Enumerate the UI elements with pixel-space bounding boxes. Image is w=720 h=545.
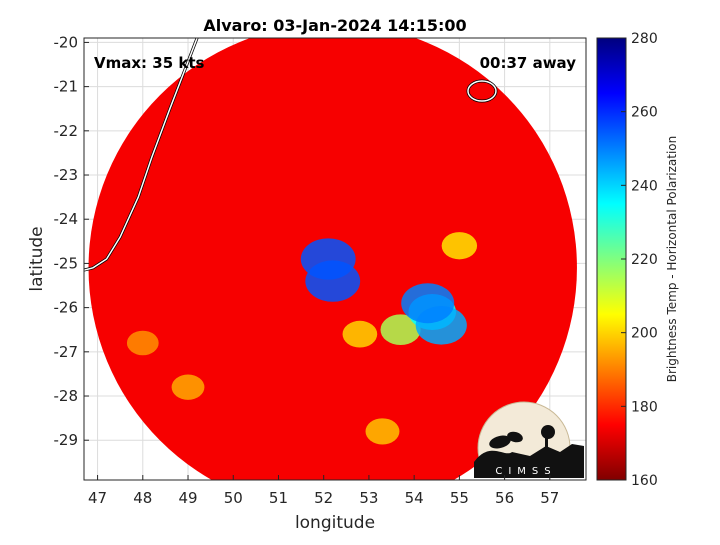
colorbar-label: Brightness Temp - Horizontal Polarizatio… [665,136,679,383]
colorbar-tick-label: 180 [631,399,658,415]
y-tick-label: -27 [54,343,79,361]
x-tick-label: 55 [450,489,469,507]
vmax-annotation: Vmax: 35 kts [94,54,204,72]
x-axis: 47 48 49 50 51 52 53 54 55 56 57 [88,475,559,507]
coastline [84,38,498,272]
island-line [467,80,497,102]
colorbar-tick-label: 240 [631,178,658,194]
y-tick-label: -24 [54,210,79,228]
y-tick-label: -23 [54,166,79,184]
x-tick-label: 57 [540,489,559,507]
x-tick-label: 56 [495,489,514,507]
temperature-feature [171,374,205,400]
temperature-feature [126,330,159,356]
y-tick-label: -26 [54,299,79,317]
y-tick-label: -21 [54,78,79,96]
plot-frame [83,37,587,481]
plot-area: CIMSS [83,37,587,481]
x-axis-label: longitude [295,513,375,533]
x-tick-label: 52 [314,489,333,507]
x-tick-label: 47 [88,489,107,507]
x-tick-label: 50 [224,489,243,507]
coastline-line [84,38,198,271]
colorbar-tick-label: 280 [631,31,658,47]
cimss-logo: CIMSS [474,401,584,478]
colorbar-tick-label: 200 [631,326,658,342]
colorbar: 160 180 200 220 240 260 280 Brightness Temp - … [596,31,679,489]
y-tick-label: -28 [54,387,79,405]
x-tick-label: 51 [269,489,288,507]
temperature-feature [380,314,421,346]
colorbar-tick-label: 160 [631,473,658,489]
x-tick-label: 49 [178,489,197,507]
temperature-feature [365,418,400,445]
x-tick-label: 53 [359,489,378,507]
chart-title: Alvaro: 03-Jan-2024 14:15:00 [203,16,466,35]
temperature-feature [441,232,478,260]
y-tick-label: -20 [54,33,79,51]
temperature-feature [342,320,378,348]
colorbar-ticks: 160 180 200 220 240 260 280 [621,31,658,489]
temperature-feature [305,260,361,302]
y-tick-label: -22 [54,122,79,140]
time-away-annotation: 00:37 away [480,54,577,72]
colorbar-tick-label: 260 [631,105,658,121]
logo-text: CIMSS [495,466,556,477]
x-tick-label: 54 [405,489,424,507]
y-axis-label: latitude [27,226,47,291]
y-tick-label: -29 [54,431,79,449]
temperature-feature [401,283,455,324]
y-tick-label: -25 [54,254,79,272]
colorbar-tick-label: 220 [631,252,658,268]
y-axis: -20 -21 -22 -23 -24 -25 -26 -27 -28 -29 [54,33,89,449]
x-tick-label: 48 [133,489,152,507]
